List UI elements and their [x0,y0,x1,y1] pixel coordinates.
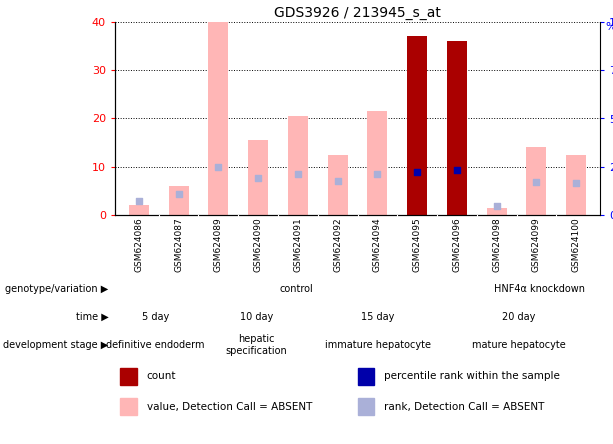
Text: HNF4α knockdown: HNF4α knockdown [494,284,585,294]
Point [293,170,303,177]
Point [412,168,422,175]
Text: GSM624098: GSM624098 [492,218,501,272]
Point [333,178,343,185]
Point [531,178,541,186]
Text: rank, Detection Call = ABSENT: rank, Detection Call = ABSENT [384,401,544,412]
Text: 15 day: 15 day [361,312,394,322]
Bar [129,206,149,215]
Point [134,198,144,205]
Point [213,163,223,170]
Text: 20 day: 20 day [503,312,536,322]
Text: GSM624092: GSM624092 [333,218,342,272]
Text: definitive endoderm: definitive endoderm [106,340,205,350]
Text: mature hepatocyte: mature hepatocyte [472,340,566,350]
Text: value, Detection Call = ABSENT: value, Detection Call = ABSENT [147,401,312,412]
Bar [328,155,348,215]
Text: GSM624089: GSM624089 [214,218,223,272]
Text: GSM624087: GSM624087 [174,218,183,272]
Bar [407,36,427,215]
Text: time ▶: time ▶ [76,312,109,322]
Bar [367,111,387,215]
Point [571,180,581,187]
Text: GSM624095: GSM624095 [413,218,422,272]
Bar [487,208,506,215]
Text: percentile rank within the sample: percentile rank within the sample [384,371,560,381]
Bar [527,147,546,215]
Text: 10 day: 10 day [240,312,273,322]
Text: GSM624100: GSM624100 [572,218,581,272]
Text: 5 day: 5 day [142,312,169,322]
Text: hepatic
specification: hepatic specification [226,334,287,356]
Text: control: control [280,284,314,294]
Bar [447,41,467,215]
Bar [248,140,268,215]
Text: GSM624099: GSM624099 [532,218,541,272]
Bar [169,186,189,215]
Bar [120,368,137,385]
Bar [357,398,375,415]
Text: %: % [606,22,613,32]
Title: GDS3926 / 213945_s_at: GDS3926 / 213945_s_at [274,6,441,20]
Text: GSM624096: GSM624096 [452,218,462,272]
Text: GSM624091: GSM624091 [294,218,302,272]
Text: GSM624090: GSM624090 [254,218,262,272]
Point [492,203,501,210]
Bar [208,22,228,215]
Text: GSM624086: GSM624086 [134,218,143,272]
Bar [120,398,137,415]
Text: count: count [147,371,176,381]
Bar [566,155,586,215]
Point [452,166,462,173]
Text: genotype/variation ▶: genotype/variation ▶ [6,284,109,294]
Point [253,175,263,182]
Bar [288,116,308,215]
Point [373,170,383,177]
Text: immature hepatocyte: immature hepatocyte [325,340,431,350]
Text: GSM624094: GSM624094 [373,218,382,272]
Bar [357,368,375,385]
Text: development stage ▶: development stage ▶ [3,340,109,350]
Point [173,190,183,197]
